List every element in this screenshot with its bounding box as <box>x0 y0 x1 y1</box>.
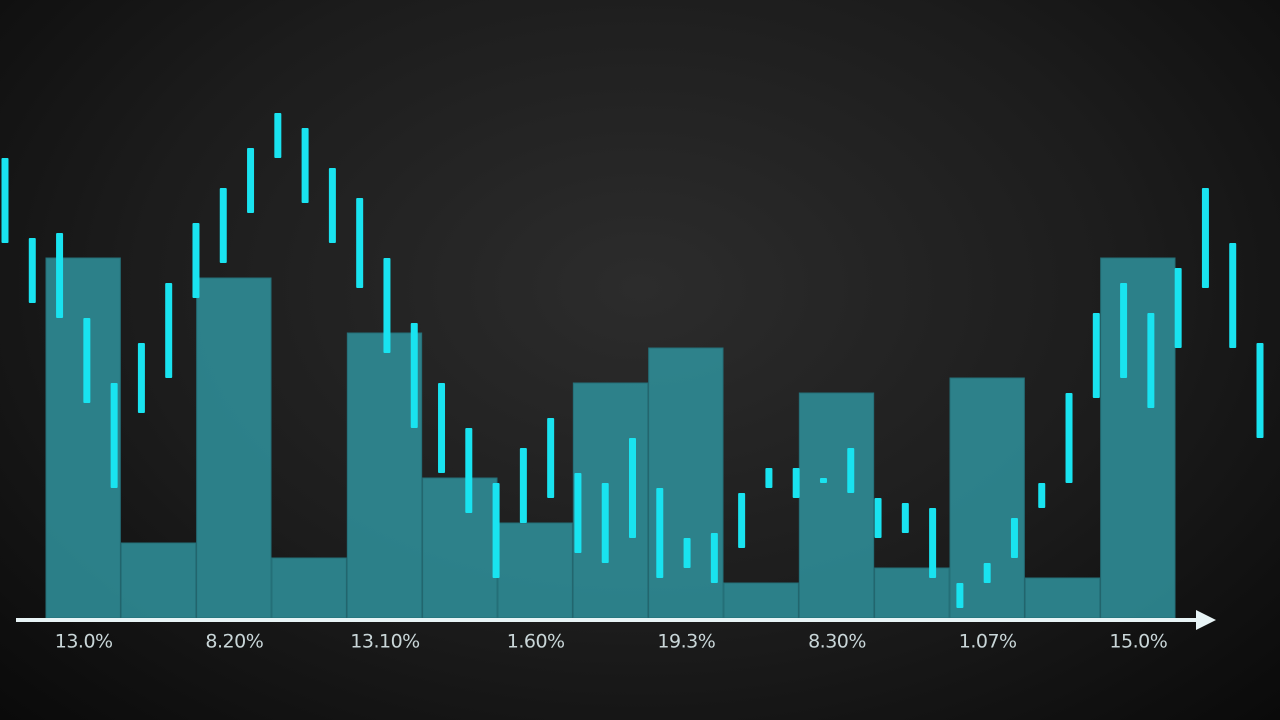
candle <box>1120 283 1128 378</box>
candle <box>901 503 909 533</box>
candle-layer <box>1 113 1264 608</box>
candle <box>574 473 582 553</box>
candle <box>547 418 555 498</box>
candle <box>83 318 91 403</box>
candle <box>847 448 855 493</box>
candle <box>1147 313 1155 408</box>
bar <box>572 382 649 619</box>
bar <box>1100 257 1176 619</box>
candle <box>492 483 500 578</box>
candle <box>1 158 9 243</box>
bar-layer <box>45 257 1176 619</box>
candle <box>28 238 36 303</box>
bar <box>1024 577 1101 619</box>
bar <box>422 477 498 619</box>
candle <box>956 583 964 608</box>
candle <box>465 428 473 513</box>
candle <box>929 508 937 578</box>
candle <box>383 258 391 353</box>
x-tick-label: 1.07% <box>959 631 1017 653</box>
candle <box>1174 268 1182 348</box>
candle <box>710 533 718 583</box>
candle <box>1201 188 1209 288</box>
x-tick-label: 13.10% <box>350 631 419 653</box>
candle <box>601 483 609 563</box>
bar <box>798 392 875 619</box>
candle <box>1256 343 1264 438</box>
candle <box>1229 243 1237 348</box>
bar <box>346 332 423 619</box>
candle <box>219 188 227 263</box>
x-tick-label: 1.60% <box>507 631 565 653</box>
candle <box>519 448 527 523</box>
bar <box>196 277 272 619</box>
candle <box>983 563 991 583</box>
candle <box>738 493 746 548</box>
x-tick-label: 15.0% <box>1109 631 1167 653</box>
candle <box>165 283 173 378</box>
candle <box>874 498 882 538</box>
candle <box>438 383 446 473</box>
candle <box>328 168 336 243</box>
candle <box>56 233 64 318</box>
candle <box>410 323 418 428</box>
bar <box>874 567 950 619</box>
candle <box>192 223 200 298</box>
label-layer: 13.0% 8.20% 13.10% 1.60% 19.3% 8.30% 1.07% 15.0… <box>55 631 1168 653</box>
candle <box>792 468 800 498</box>
candle <box>247 148 255 213</box>
bar <box>723 582 799 619</box>
x-tick-label: 13.0% <box>55 631 113 653</box>
candle <box>137 343 145 413</box>
candle <box>1038 483 1046 508</box>
candle <box>1092 313 1100 398</box>
candle <box>656 488 664 578</box>
candle <box>1065 393 1073 483</box>
bar <box>949 377 1025 619</box>
candle <box>1010 518 1018 558</box>
candle <box>356 198 364 288</box>
bar <box>497 522 573 619</box>
candle <box>819 478 827 483</box>
candle <box>301 128 309 203</box>
bar <box>120 542 197 619</box>
candle <box>274 113 282 158</box>
x-tick-label: 8.30% <box>808 631 866 653</box>
candle <box>683 538 691 568</box>
candle <box>765 468 773 488</box>
bar <box>271 557 347 619</box>
x-tick-label: 19.3% <box>657 631 715 653</box>
x-tick-label: 8.20% <box>205 631 263 653</box>
candle <box>110 383 118 488</box>
candle <box>629 438 636 538</box>
